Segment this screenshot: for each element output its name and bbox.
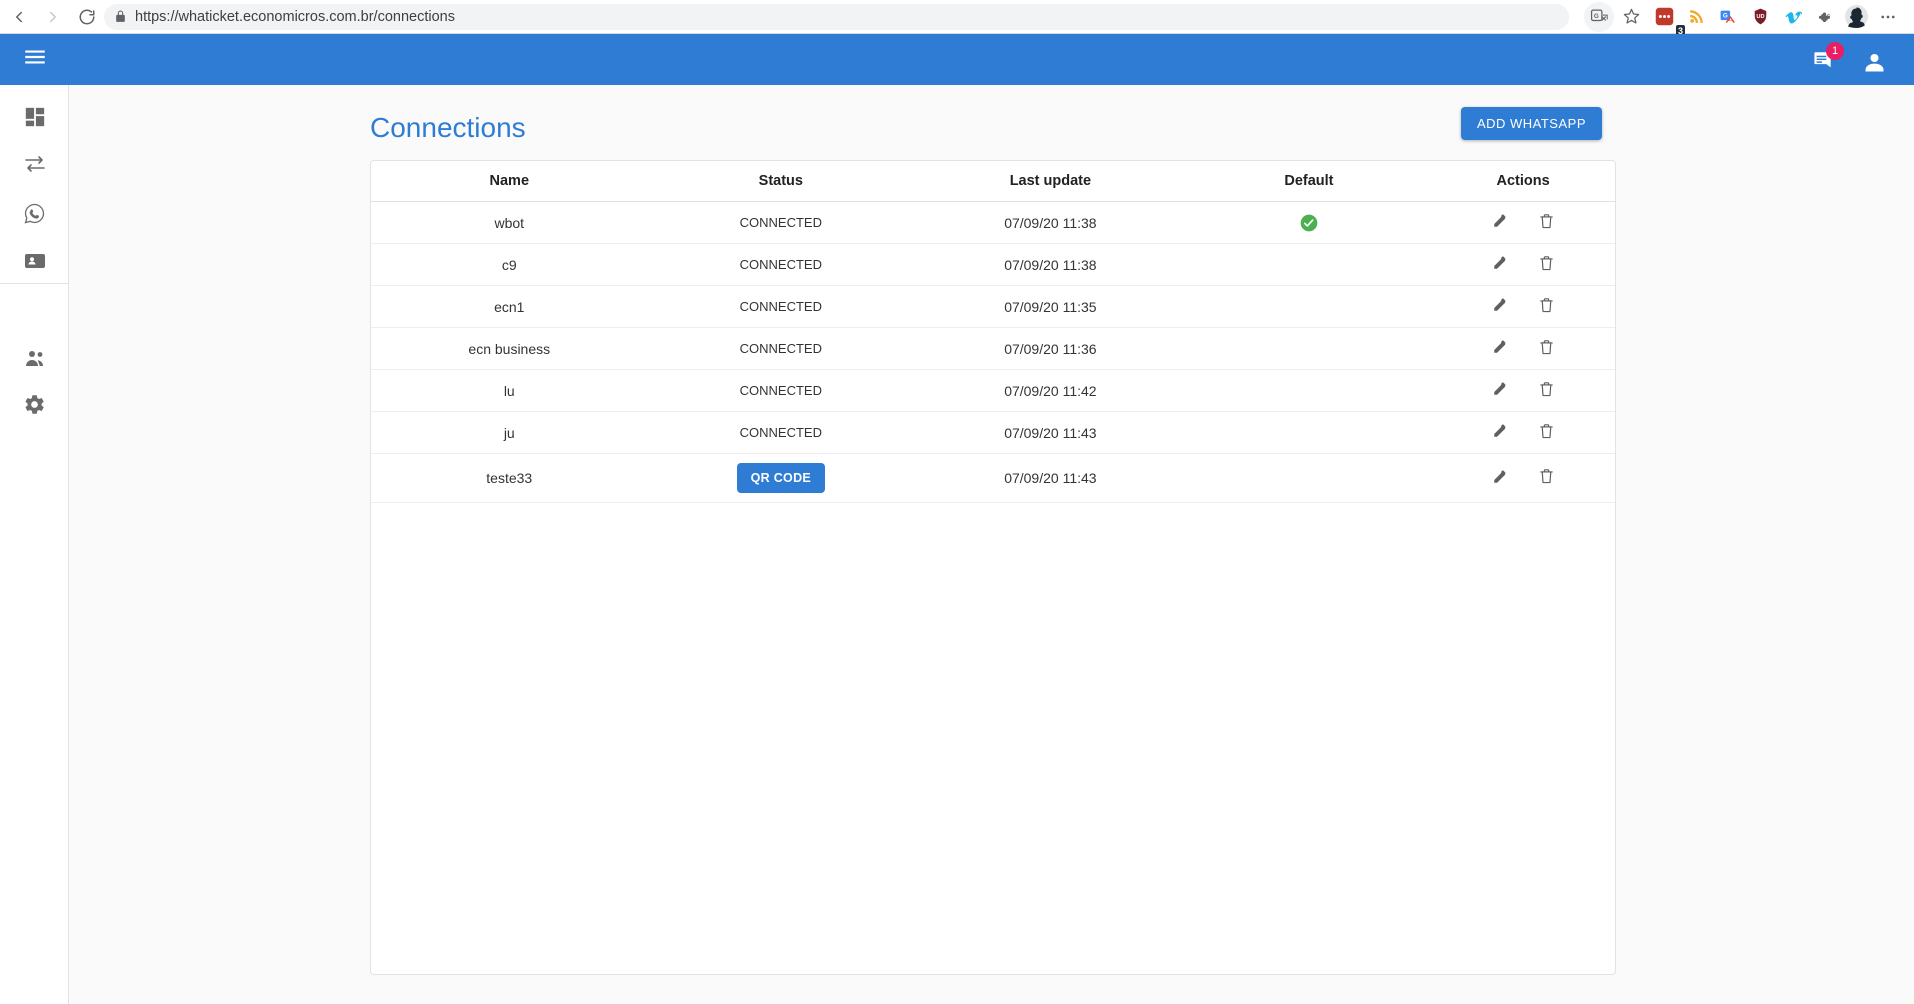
svg-text:G: G <box>1593 13 1598 20</box>
svg-text:G: G <box>1722 13 1727 20</box>
svg-text:UD: UD <box>1756 14 1764 20</box>
